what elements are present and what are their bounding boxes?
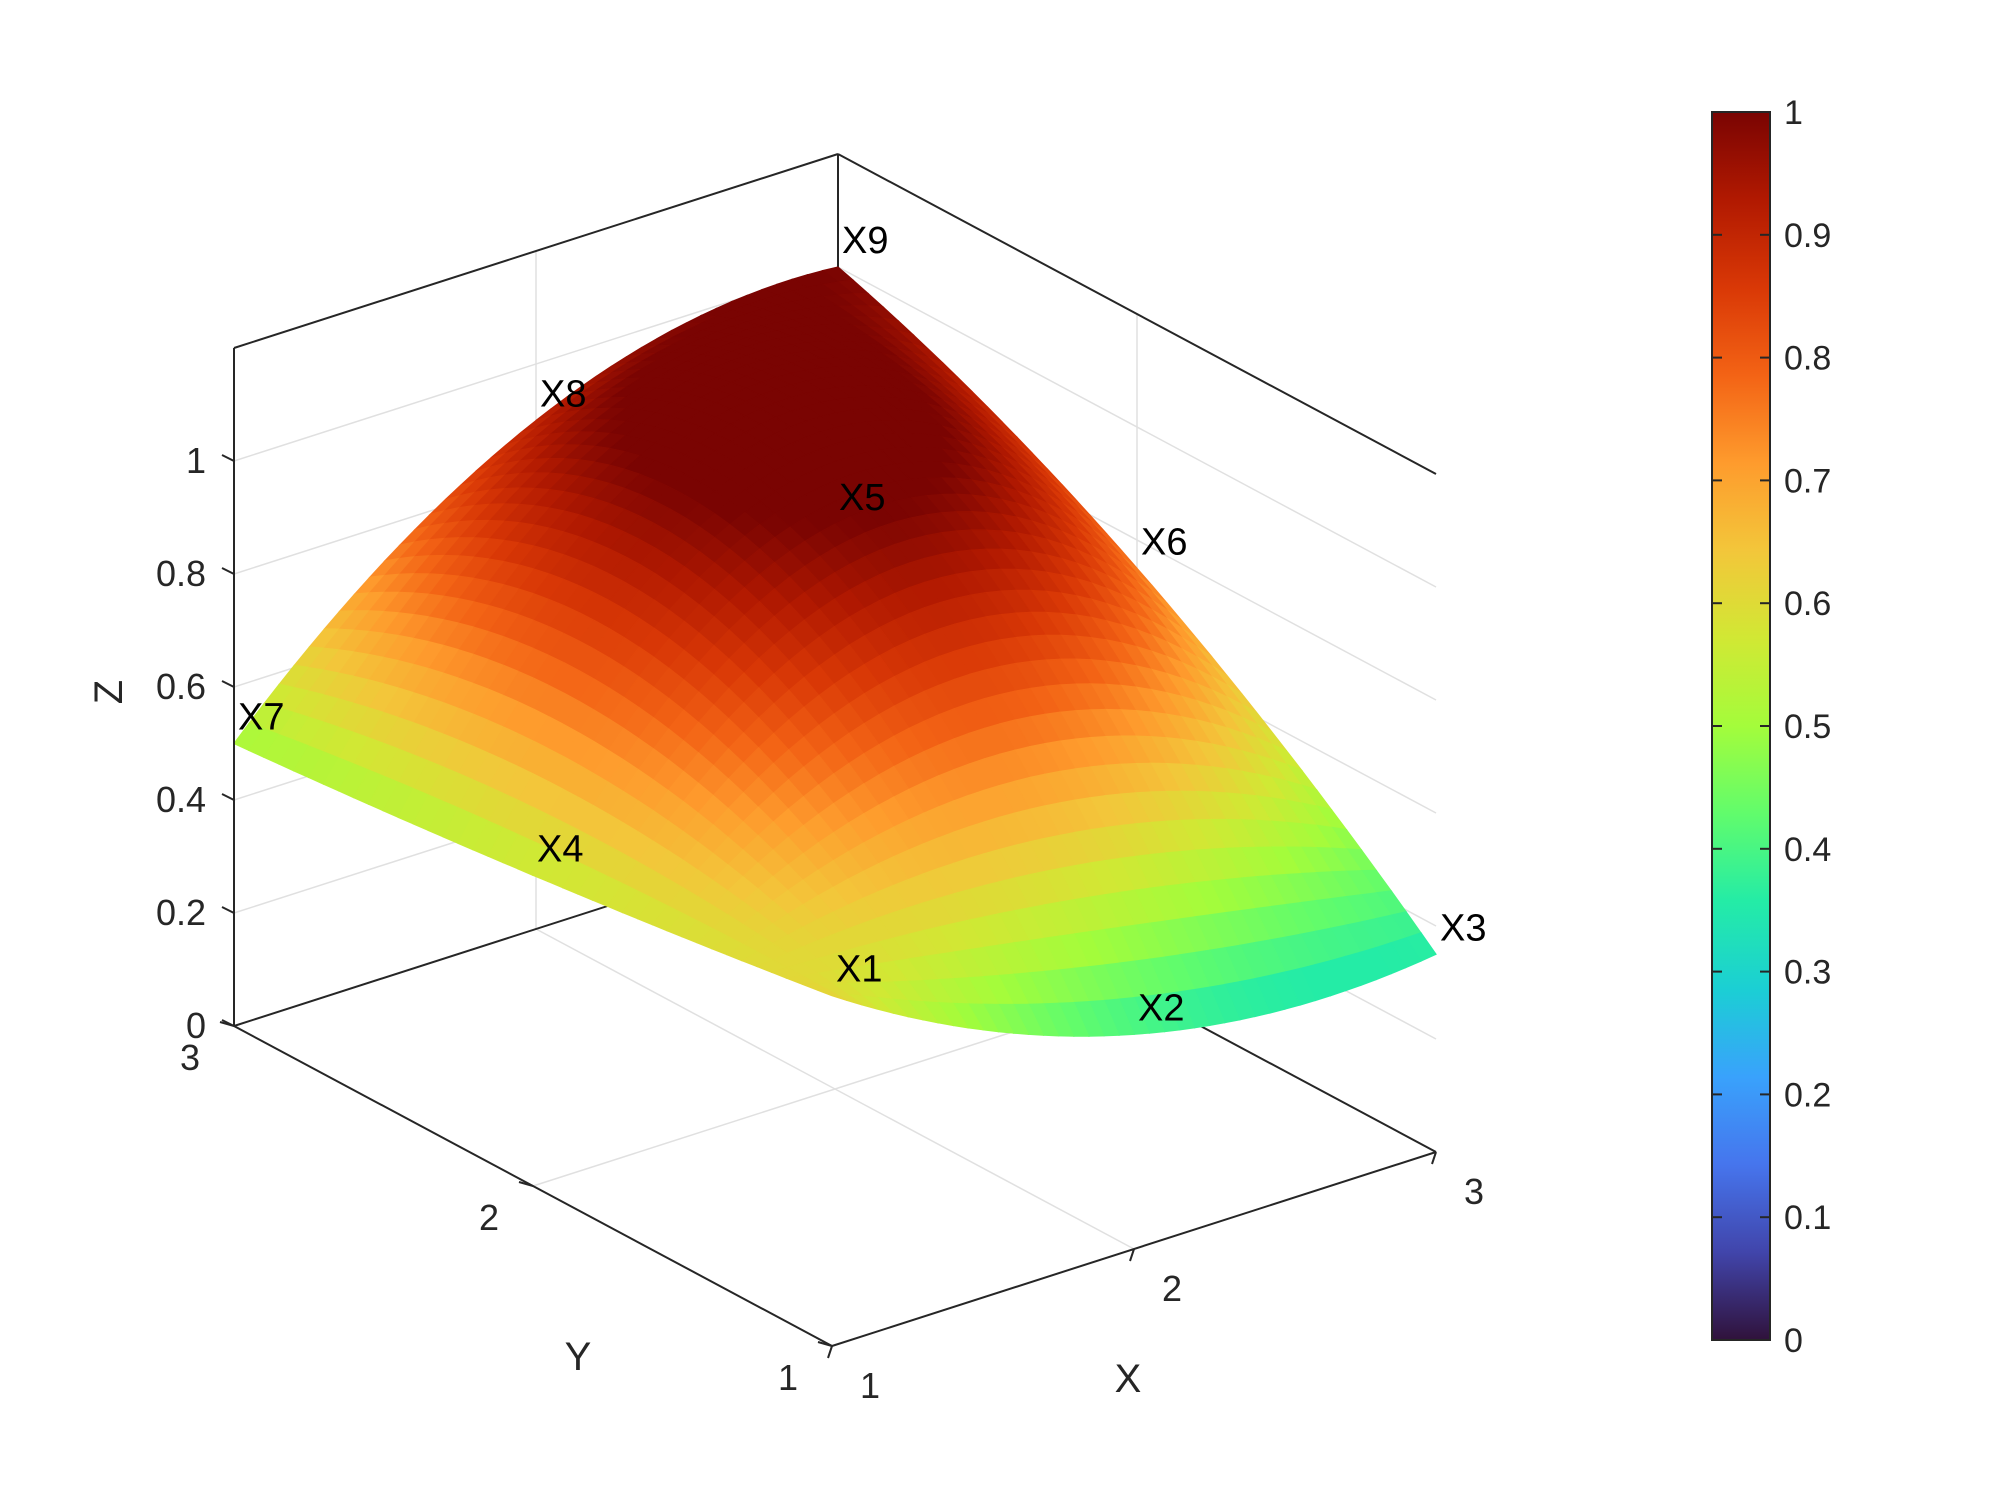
point-label-x5: X5: [839, 477, 885, 519]
z-tick-label: 0.8: [156, 553, 206, 594]
z-tick: [221, 567, 235, 575]
colorbar-tick-label: 0.6: [1784, 585, 1831, 623]
z-tick-label: 1: [186, 440, 206, 481]
z-tick-label: 0: [186, 1005, 206, 1046]
x-tick: [1431, 1151, 1437, 1165]
colorbar-tick-label: 0: [1784, 1322, 1803, 1360]
colorbar-tick-label: 0.5: [1784, 708, 1831, 746]
z-tick-label: 0.4: [156, 779, 206, 820]
y-tick-label: 3: [180, 1037, 200, 1078]
box-edge: [837, 153, 1437, 475]
colorbar-tick-label: 0.9: [1784, 217, 1831, 255]
point-label-x6: X6: [1141, 521, 1187, 563]
colorbar-tick-label: 0.1: [1784, 1199, 1831, 1237]
y-tick-label: 1: [778, 1357, 798, 1398]
point-label-x8: X8: [540, 374, 586, 416]
colorbar-tick-label: 1: [1784, 94, 1803, 132]
x-axis-label: X: [1115, 1357, 1142, 1401]
z-tick: [221, 680, 235, 688]
point-labels: X1 X2 X3 X4 X5 X6 X7 X8 X9: [238, 220, 1486, 1029]
z-tick-label: 0.6: [156, 666, 206, 707]
colorbar-tick-label: 0.4: [1784, 831, 1831, 869]
point-label-x7: X7: [238, 697, 284, 739]
point-label-x1: X1: [836, 949, 882, 991]
point-label-x3: X3: [1440, 907, 1486, 949]
surface: [233, 266, 1437, 1037]
z-axis-label: Z: [87, 680, 131, 704]
colorbar-tick-label: 0.7: [1784, 462, 1831, 500]
surface-patch: [816, 989, 848, 1001]
y-axis-label: Y: [565, 1335, 592, 1379]
point-label-x2: X2: [1138, 987, 1184, 1029]
y-tick-label: 2: [479, 1197, 499, 1238]
colorbar-tick-label: 0.2: [1784, 1076, 1831, 1114]
z-tick: [221, 1019, 235, 1027]
y-tick: [518, 1181, 534, 1187]
x-tick: [827, 1345, 833, 1359]
z-tick: [221, 906, 235, 914]
x-tick-label: 1: [860, 1365, 880, 1406]
x-tick-label: 2: [1162, 1268, 1182, 1309]
y-tick: [817, 1341, 833, 1347]
point-label-x4: X4: [537, 828, 583, 870]
point-label-x9: X9: [842, 220, 888, 262]
z-tick-label: 0.2: [156, 892, 206, 933]
colorbar-tick-label: 0.3: [1784, 954, 1831, 992]
x-tick-label: 3: [1464, 1171, 1484, 1212]
z-tick: [221, 454, 235, 462]
colorbar-tick-label: 0.8: [1784, 340, 1831, 378]
x-tick: [1129, 1248, 1135, 1262]
box-edge: [233, 153, 839, 349]
z-tick: [221, 793, 235, 801]
colorbar: 0 0.1 0.2 0.3 0.4 0.5 0.6 0.7 0.8 0.9 1: [1711, 94, 1831, 1360]
